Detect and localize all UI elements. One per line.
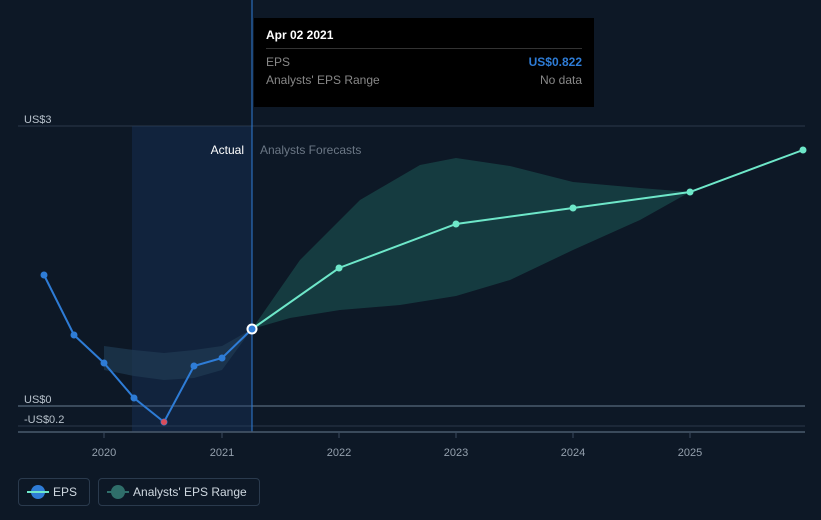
eps-chart-container: US$3 US$0 -US$0.2 Actual Analysts Forecasts 2…: [0, 0, 821, 520]
legend-swatch: [111, 485, 125, 499]
tooltip-row: EPS US$0.822: [266, 53, 582, 71]
y-axis-label: US$0: [24, 394, 52, 406]
x-axis-label: 2020: [92, 447, 116, 459]
legend-item[interactable]: Analysts' EPS Range: [98, 478, 260, 506]
eps-actual-point[interactable]: [41, 272, 48, 279]
x-axis-label: 2024: [561, 447, 585, 459]
y-axis-label: US$3: [24, 114, 52, 126]
tooltip-row-label: Analysts' EPS Range: [266, 71, 380, 89]
legend-label: Analysts' EPS Range: [133, 485, 247, 499]
eps-actual-point[interactable]: [71, 332, 78, 339]
tooltip-row-value: US$0.822: [529, 53, 582, 71]
region-label: Actual: [211, 143, 244, 157]
eps-actual-point[interactable]: [131, 395, 138, 402]
eps-actual-point[interactable]: [191, 363, 198, 370]
x-axis-label: 2023: [444, 447, 468, 459]
eps-forecast-point[interactable]: [800, 147, 807, 154]
legend-swatch: [31, 485, 45, 499]
flag-marker[interactable]: [161, 419, 167, 425]
y-axis-label: -US$0.2: [24, 414, 64, 426]
eps-range-forecast-area: [252, 158, 690, 329]
eps-actual-point[interactable]: [101, 360, 108, 367]
x-axis-label: 2025: [678, 447, 702, 459]
chart-tooltip: Apr 02 2021 EPSUS$0.822Analysts' EPS Ran…: [254, 18, 594, 107]
legend-item[interactable]: EPS: [18, 478, 90, 506]
eps-forecast-point[interactable]: [687, 189, 694, 196]
tooltip-row: Analysts' EPS Range No data: [266, 71, 582, 89]
actual-highlight-band: [132, 126, 252, 432]
eps-forecast-point[interactable]: [570, 205, 577, 212]
eps-forecast-point[interactable]: [453, 221, 460, 228]
eps-forecast-point[interactable]: [336, 265, 343, 272]
tooltip-date: Apr 02 2021: [266, 28, 582, 49]
tooltip-row-value: No data: [540, 71, 582, 89]
region-label: Analysts Forecasts: [260, 143, 361, 157]
eps-hover-point[interactable]: [249, 326, 256, 333]
x-axis-label: 2022: [327, 447, 351, 459]
x-axis-label: 2021: [210, 447, 234, 459]
tooltip-row-label: EPS: [266, 53, 290, 71]
eps-actual-point[interactable]: [219, 355, 226, 362]
chart-legend: EPS Analysts' EPS Range: [18, 478, 260, 506]
legend-label: EPS: [53, 485, 77, 499]
